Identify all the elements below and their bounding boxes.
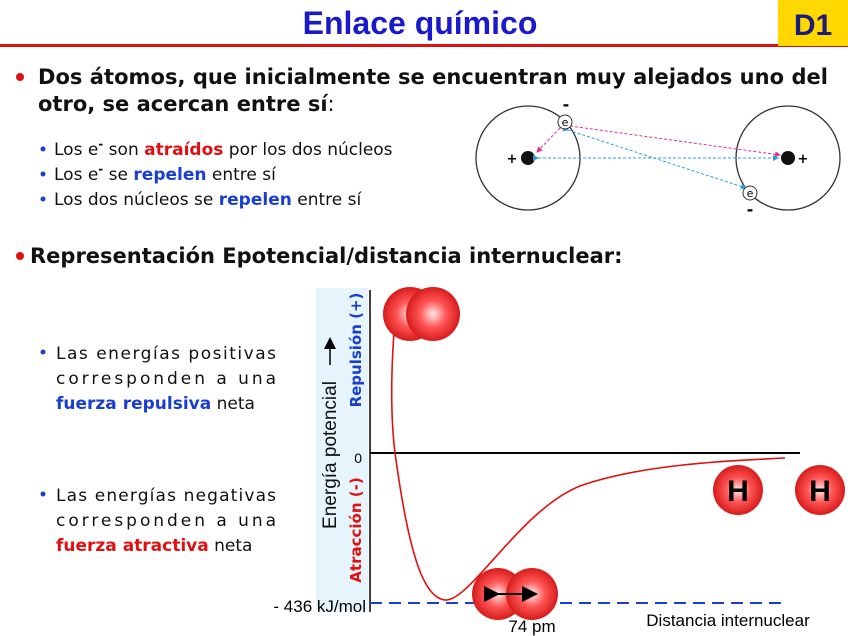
bullet: [40, 196, 46, 202]
badge-box: [778, 0, 848, 46]
section-heading: Representación Epotencial/distancia inte…: [30, 244, 623, 268]
notes: Las energías positivas corresponden a un…: [40, 344, 276, 556]
nucleus: [521, 151, 535, 165]
text: por los dos núcleos: [223, 140, 392, 160]
bullet: [40, 146, 46, 152]
title: Enlace químico: [303, 5, 538, 41]
atom-ball: [795, 465, 845, 515]
highlight: fuerza atractiva: [56, 536, 209, 556]
force-line: Los dos núcleos se repelen entre sí: [54, 190, 362, 210]
energy-curve: [390, 289, 786, 601]
electron: [742, 185, 758, 201]
electron-charge: -: [747, 200, 754, 219]
sup: -: [98, 162, 103, 176]
text: Los e: [54, 140, 98, 160]
text: neta: [209, 536, 253, 556]
note-line: Las energías positivas: [56, 344, 276, 364]
text: se: [103, 165, 133, 185]
electron-label: e: [747, 187, 754, 200]
header-rule: [0, 44, 848, 47]
badge: D1: [794, 9, 832, 42]
text: entre sí: [206, 165, 277, 185]
text: Los dos núcleos se: [54, 190, 219, 210]
force-line: Los e- son atraídos por los dos núcleos: [54, 137, 393, 160]
energy-plot: Energía potencial Repulsión (+) Atracció…: [273, 287, 845, 636]
atom-ball: [406, 287, 460, 341]
sup: -: [98, 137, 103, 151]
highlight: atraídos: [144, 140, 223, 160]
intro-text: otro, se acercan entre sí: [38, 92, 329, 116]
distance-label: 74 pm: [508, 617, 555, 636]
atom-label: H: [727, 475, 749, 508]
nucleus-charge: +: [798, 152, 809, 167]
atom-ball: [713, 465, 763, 515]
nucleus: [781, 151, 795, 165]
highlight: repelen: [219, 190, 292, 210]
bullet: [16, 73, 24, 81]
highlight: repelen: [133, 165, 206, 185]
highlight: fuerza repulsiva: [56, 394, 211, 414]
repulsion-arrow: [562, 125, 747, 190]
text: entre sí: [292, 190, 363, 210]
atom-label: H: [809, 475, 831, 508]
electron: [557, 114, 573, 130]
intro-line: Dos átomos, que inicialmente se encuentr…: [38, 65, 828, 89]
repulsion-label: Repulsión (+): [347, 293, 365, 408]
force-line: Los e- se repelen entre sí: [54, 162, 277, 185]
x-label: Distancia internuclear: [646, 611, 810, 630]
note-line: corresponden a una: [56, 369, 276, 389]
bullet: [40, 349, 46, 355]
atoms-diagram: e e - - + +: [475, 95, 841, 219]
electron-label: e: [562, 116, 569, 129]
attraction-label: Atracción (-): [347, 477, 365, 582]
nucleus-charge: +: [507, 152, 518, 167]
note-line: fuerza repulsiva neta: [56, 394, 255, 414]
note-line: Las energías negativas: [56, 486, 276, 506]
intro-line: otro, se acercan entre sí:: [38, 92, 335, 116]
attraction-arrow: [536, 122, 566, 153]
text: son: [103, 140, 144, 160]
minimum-label: - 436 kJ/mol: [273, 597, 366, 616]
text: neta: [211, 394, 255, 414]
zero-label: 0: [354, 450, 362, 466]
text: Los e: [54, 165, 98, 185]
note-line: corresponden a una: [56, 511, 276, 531]
bullet: [40, 491, 46, 497]
note-line: fuerza atractiva neta: [56, 536, 252, 556]
y-label: Energía potencial: [320, 381, 341, 529]
bullet: [16, 252, 24, 260]
intro-colon: :: [328, 92, 335, 116]
forces: Los e- son atraídos por los dos núcleos …: [40, 137, 393, 210]
electron-charge: -: [563, 95, 570, 114]
bullet: [40, 171, 46, 177]
